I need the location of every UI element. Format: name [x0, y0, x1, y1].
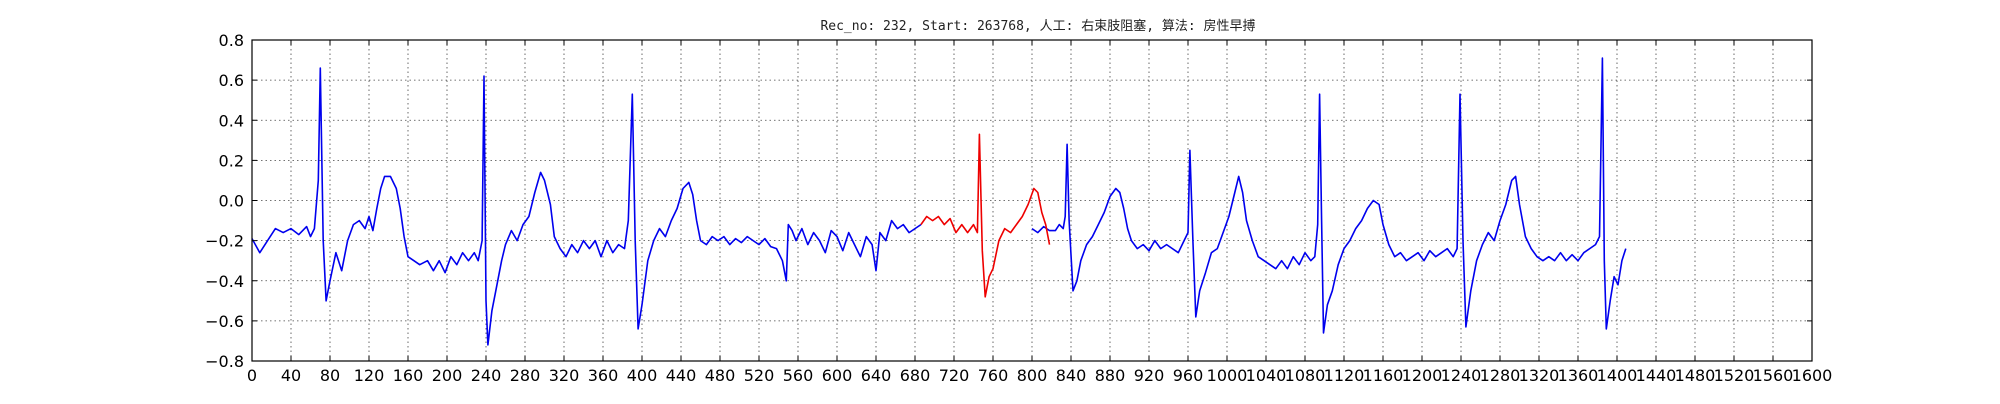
y-tick-label: 0.6	[219, 71, 244, 90]
x-tick-label: 1320	[1519, 366, 1560, 385]
x-tick-label: 1520	[1714, 366, 1755, 385]
x-tick-label: 400	[627, 366, 658, 385]
x-tick-label: 1120	[1324, 366, 1365, 385]
x-tick-label: 160	[393, 366, 424, 385]
x-tick-label: 960	[1173, 366, 1204, 385]
x-tick-label: 0	[247, 366, 257, 385]
series-lines	[251, 57, 1627, 346]
x-tick-label: 280	[510, 366, 541, 385]
x-tick-label: 560	[783, 366, 814, 385]
y-tick-label: 0.8	[219, 31, 244, 50]
x-tick-label: 1080	[1285, 366, 1326, 385]
x-tick-label: 1600	[1792, 366, 1833, 385]
x-tick-label: 1560	[1753, 366, 1794, 385]
x-tick-label: 1280	[1480, 366, 1521, 385]
x-tick-label: 640	[861, 366, 892, 385]
x-tick-label: 1040	[1246, 366, 1287, 385]
x-tick-label: 1240	[1441, 366, 1482, 385]
x-tick-label: 1480	[1675, 366, 1716, 385]
ecg-trace	[1031, 57, 1627, 334]
x-tick-label: 760	[978, 366, 1009, 385]
chart-title: Rec_no: 232, Start: 263768, 人工: 右束肢阻塞, 算…	[820, 18, 1255, 34]
x-tick-label: 40	[281, 366, 301, 385]
ecg-trace	[251, 67, 922, 346]
x-tick-label: 1360	[1558, 366, 1599, 385]
x-tick-label: 840	[1056, 366, 1087, 385]
x-tick-label: 80	[320, 366, 340, 385]
ecg-trace	[920, 133, 1051, 298]
x-tick-label: 600	[822, 366, 853, 385]
x-tick-label: 480	[705, 366, 736, 385]
x-tick-label: 520	[744, 366, 775, 385]
x-tick-label: 920	[1134, 366, 1165, 385]
axis-ticks	[251, 39, 1813, 362]
x-tick-label: 1400	[1597, 366, 1638, 385]
y-tick-label: 0.4	[219, 111, 244, 130]
x-tick-label: 440	[666, 366, 697, 385]
y-tick-label: −0.6	[205, 312, 244, 331]
x-tick-label: 200	[432, 366, 463, 385]
x-tick-label: 1200	[1402, 366, 1443, 385]
x-tick-label: 1160	[1363, 366, 1404, 385]
y-tick-label: −0.8	[205, 352, 244, 371]
x-tick-label: 360	[588, 366, 619, 385]
x-tick-label: 120	[354, 366, 385, 385]
x-tick-label: 800	[1017, 366, 1048, 385]
x-tick-label: 1440	[1636, 366, 1677, 385]
y-tick-label: −0.4	[205, 272, 244, 291]
y-tick-label: 0.0	[219, 192, 244, 211]
y-tick-label: −0.2	[205, 232, 244, 251]
grid-lines	[252, 40, 1812, 361]
tick-labels: 0 40 80 120 160 200 240 280 320 360 400 440 480 520 56…	[205, 31, 1832, 385]
y-tick-label: 0.2	[219, 151, 244, 170]
x-tick-label: 720	[939, 366, 970, 385]
x-tick-label: 880	[1095, 366, 1126, 385]
x-tick-label: 1000	[1207, 366, 1248, 385]
x-tick-label: 680	[900, 366, 931, 385]
x-tick-label: 240	[471, 366, 502, 385]
x-tick-label: 320	[549, 366, 580, 385]
